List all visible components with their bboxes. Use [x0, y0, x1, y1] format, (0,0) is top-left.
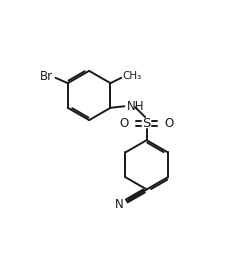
Text: S: S — [142, 117, 150, 130]
Text: O: O — [164, 117, 173, 130]
Text: O: O — [119, 117, 128, 130]
Text: N: N — [114, 198, 123, 211]
Text: NH: NH — [126, 100, 143, 113]
Text: Br: Br — [40, 70, 53, 83]
Text: CH₃: CH₃ — [122, 71, 141, 81]
